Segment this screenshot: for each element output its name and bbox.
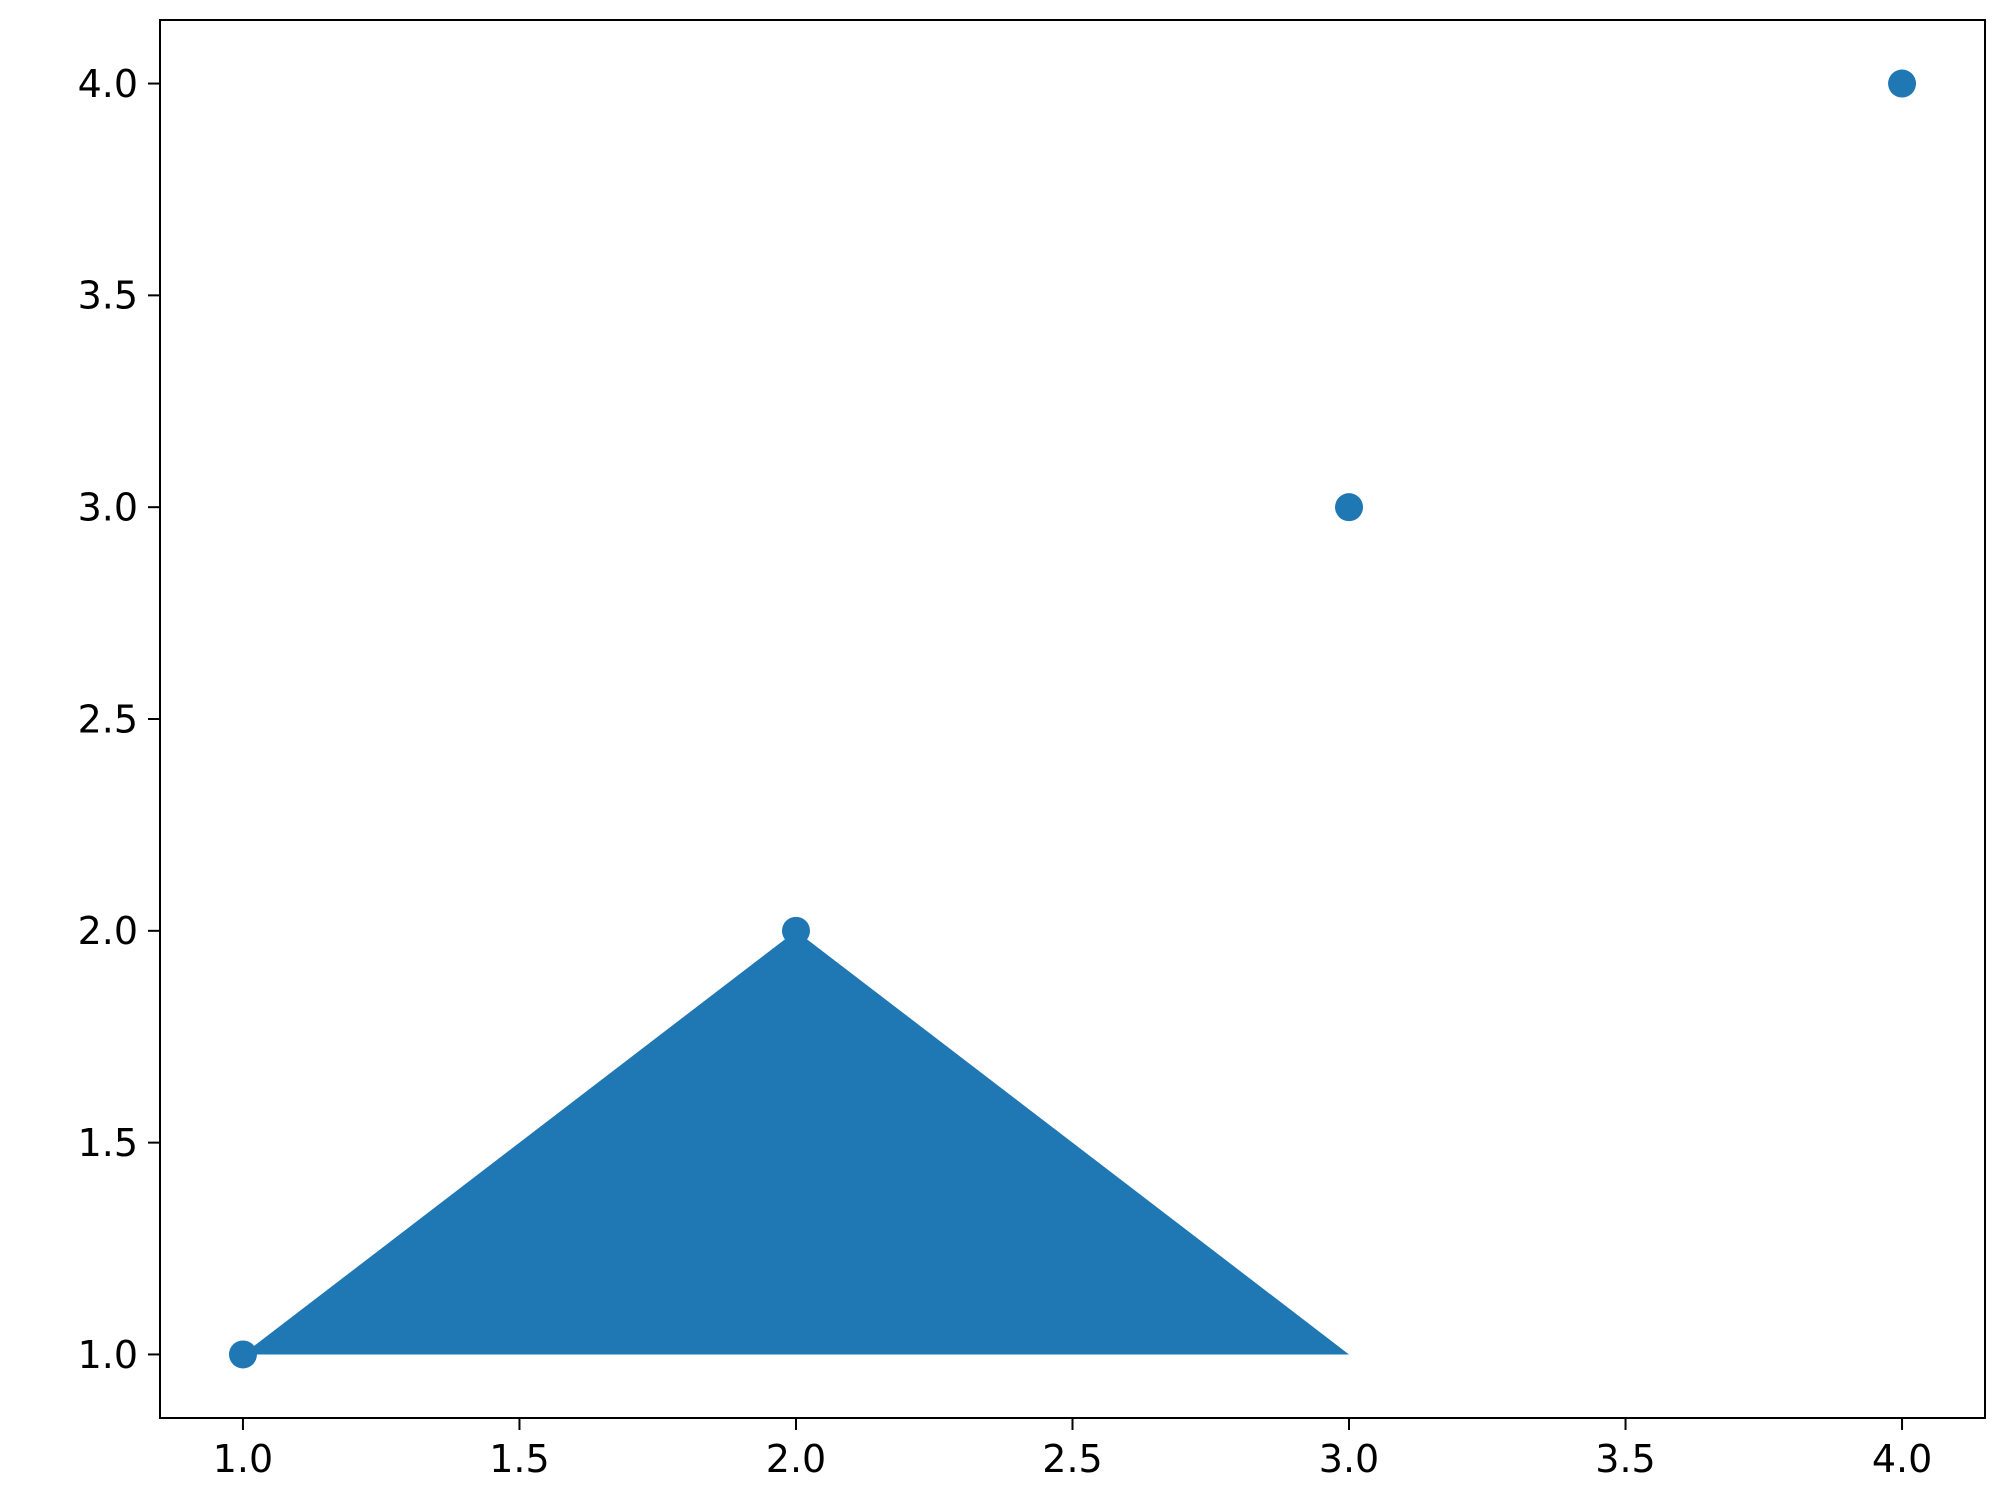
x-tick-label: 1.5 [489, 1437, 549, 1481]
x-tick-label: 4.0 [1872, 1437, 1932, 1481]
scatter-point [782, 917, 810, 945]
y-tick-label: 1.0 [78, 1333, 138, 1377]
scatter-point [1335, 493, 1363, 521]
y-tick-label: 3.0 [78, 485, 138, 529]
x-tick-label: 1.0 [213, 1437, 273, 1481]
y-tick-label: 4.0 [78, 62, 138, 106]
x-tick-label: 2.5 [1042, 1437, 1102, 1481]
x-tick-label: 2.0 [766, 1437, 826, 1481]
y-tick-label: 3.5 [78, 274, 138, 318]
x-tick-label: 3.5 [1595, 1437, 1655, 1481]
x-tick-label: 3.0 [1319, 1437, 1379, 1481]
chart-svg: 1.0 1.5 2.0 2.5 3.0 3.5 4.0 1.0 1.5 2.0 2.5 3.0 3.5 4… [0, 0, 2015, 1488]
y-tick-label: 1.5 [78, 1121, 138, 1165]
scatter-point [229, 1340, 257, 1368]
scatter-point [1888, 70, 1916, 98]
y-tick-label: 2.0 [78, 909, 138, 953]
y-tick-label: 2.5 [78, 697, 138, 741]
chart-container: 1.0 1.5 2.0 2.5 3.0 3.5 4.0 1.0 1.5 2.0 2.5 3.0 3.5 4… [0, 0, 2015, 1488]
